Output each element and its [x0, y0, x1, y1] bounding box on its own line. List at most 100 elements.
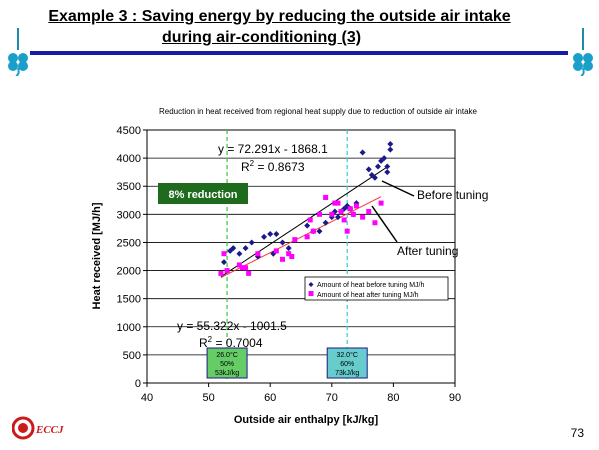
slide-title-line2: during air-conditioning (3): [161, 29, 362, 46]
y-tick-label: 4500: [117, 125, 141, 137]
x-tick-label: 60: [264, 392, 276, 404]
before-point: [387, 146, 394, 153]
before-point: [230, 245, 237, 252]
clover-left-icon: [8, 28, 28, 76]
chart-title: Reduction in heat received from regional…: [159, 107, 478, 116]
after-point: [246, 270, 252, 276]
before-point: [279, 239, 286, 246]
before-point: [248, 239, 255, 246]
x-tick-label: 90: [449, 392, 461, 404]
trend-eq-before: y = 72.291x - 1868.1: [218, 142, 328, 156]
after-point: [280, 256, 286, 262]
after-point: [307, 217, 313, 223]
before-point: [236, 250, 243, 257]
reduction-label: 8% reduction: [168, 189, 237, 201]
eccj-logo: ECCJ: [12, 416, 64, 440]
before-arrow: [381, 180, 415, 197]
trend-r2-before: R2 = 0.8673: [241, 159, 305, 174]
y-axis-label: Heat received [MJ/h]: [91, 202, 103, 309]
after-point: [316, 211, 322, 217]
trend-r2-after: R2 = 0.7004: [199, 335, 263, 350]
after-point: [239, 265, 245, 271]
legend-marker-before: [308, 282, 314, 287]
y-tick-label: 3500: [117, 181, 141, 193]
before-point: [285, 245, 292, 252]
after-point: [221, 251, 227, 257]
y-tick-label: 2000: [117, 266, 141, 278]
y-tick-label: 4000: [117, 153, 141, 165]
before-point: [316, 228, 323, 235]
before-point: [384, 169, 391, 176]
before-point: [359, 149, 366, 156]
slide-title-line1: Example 3 : Saving energy by reducing th…: [48, 8, 511, 25]
after-point: [323, 194, 329, 200]
after-point: [243, 265, 249, 271]
x-tick-label: 50: [202, 392, 214, 404]
y-tick-label: 0: [135, 378, 141, 390]
y-tick-label: 1000: [117, 322, 141, 334]
reference-box-text: 26.0°C: [216, 351, 237, 359]
before-point: [267, 231, 274, 238]
before-point: [334, 214, 341, 221]
trendline-before: [220, 166, 388, 278]
before-point: [371, 174, 378, 181]
legend-label-before: Amount of heat before tuning MJ/h: [317, 282, 425, 289]
trendline-after: [220, 196, 382, 279]
reference-box: [326, 347, 368, 379]
x-tick-label: 80: [387, 392, 399, 404]
reference-box: [206, 347, 248, 379]
after-point: [353, 203, 359, 209]
plot-area-frame: [146, 129, 456, 384]
after-point: [332, 200, 338, 206]
before-label: Before tuning: [417, 188, 488, 202]
after-point: [341, 217, 347, 223]
clover-right-icon: [573, 28, 593, 76]
reduction-badge: [158, 183, 248, 204]
before-point: [304, 222, 311, 229]
reference-box-text: 60%: [340, 361, 354, 368]
reference-box-text: 50%: [220, 361, 234, 368]
after-point: [338, 209, 344, 215]
after-point: [255, 251, 261, 257]
logo-text: ECCJ: [35, 424, 64, 436]
after-point: [344, 228, 350, 234]
before-point: [375, 163, 381, 170]
reference-box-text: 32.0°C: [336, 351, 357, 359]
page-number: 73: [570, 426, 584, 440]
after-arrow: [371, 205, 398, 243]
reference-box-text: 73kJ/kg: [335, 370, 359, 377]
before-point: [384, 163, 391, 170]
legend-label-after: Amount of heat after tuning MJ/h: [317, 292, 419, 299]
before-point: [261, 233, 268, 240]
after-point: [366, 209, 372, 215]
after-point: [304, 234, 310, 240]
after-point: [236, 262, 242, 268]
after-point: [350, 211, 356, 217]
after-point: [378, 200, 384, 206]
title-underline-bar: [30, 51, 568, 55]
before-point: [365, 166, 372, 173]
before-point: [273, 231, 280, 238]
after-point: [347, 206, 353, 212]
after-point: [292, 237, 298, 243]
after-point: [224, 268, 230, 274]
legend-box: [304, 276, 449, 301]
after-point: [286, 251, 292, 257]
before-point: [381, 155, 388, 162]
before-point: [242, 245, 249, 252]
after-point: [360, 214, 366, 220]
y-tick-label: 2500: [117, 237, 141, 249]
after-point: [329, 211, 335, 217]
y-tick-label: 3000: [117, 209, 141, 221]
trend-eq-after: y = 55.322x - 1001.5: [177, 319, 287, 333]
before-point: [322, 219, 329, 226]
after-label: After tuning: [397, 244, 458, 258]
x-tick-label: 70: [326, 392, 338, 404]
x-axis-label: Outside air enthalpy [kJ/kg]: [234, 414, 379, 426]
reference-box-text: 53kJ/kg: [215, 370, 239, 377]
after-point: [372, 220, 378, 226]
after-point: [310, 228, 316, 234]
before-point: [221, 259, 227, 266]
after-point: [335, 200, 341, 206]
x-tick-label: 40: [141, 392, 153, 404]
